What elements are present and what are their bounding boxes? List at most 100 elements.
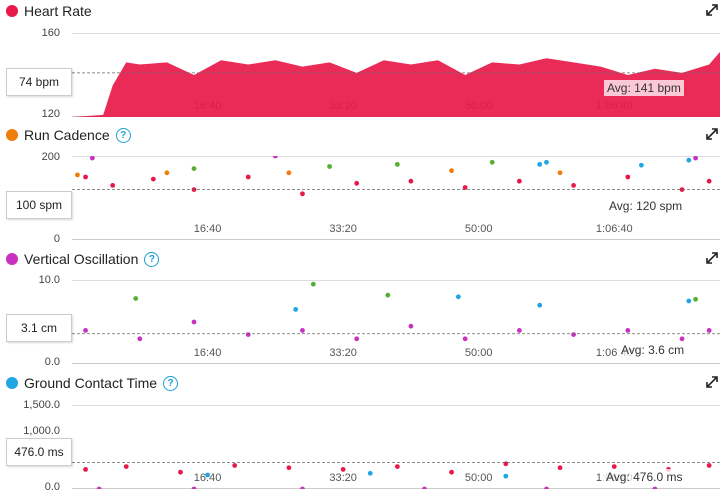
data-point <box>408 323 414 329</box>
heart-rate-title: Heart Rate <box>6 0 92 22</box>
help-icon[interactable]: ? <box>115 127 131 143</box>
oscillation-ytick-bottom: 0.0 <box>44 356 60 368</box>
hr-current-value: 74 bpm <box>6 68 72 96</box>
oscillation-ytick-top: 10.0 <box>38 274 60 286</box>
data-point <box>150 176 156 182</box>
run-cadence-panel: Run Cadence ? 200 0 16:40 33:20 50:00 1:06:… <box>0 124 728 248</box>
run-cadence-title-text: Run Cadence <box>24 127 110 143</box>
data-point <box>625 174 631 180</box>
data-point <box>693 296 698 302</box>
vertical-oscillation-panel: Vertical Oscillation ? 10.0 0.0 16:40 33:… <box>0 248 728 372</box>
hr-ytick-top: 160 <box>41 27 60 39</box>
data-point <box>557 465 563 471</box>
vertical-oscillation-plot[interactable]: 16:40 33:20 50:00 1:06:40 <box>72 280 720 364</box>
x-tick-label: 50:00 <box>465 223 493 235</box>
data-point <box>83 174 88 180</box>
data-point <box>354 180 360 186</box>
vertical-oscillation-dot-icon <box>6 253 18 265</box>
data-point <box>503 473 509 479</box>
expand-icon[interactable] <box>706 376 718 388</box>
data-point <box>286 465 292 471</box>
data-point <box>367 470 373 476</box>
data-point <box>191 486 197 489</box>
data-point <box>164 170 170 176</box>
data-point <box>89 156 95 161</box>
data-point <box>75 172 80 178</box>
data-point <box>272 156 278 159</box>
data-point <box>137 336 143 342</box>
data-point <box>385 292 391 298</box>
run-cadence-dot-icon <box>6 129 18 141</box>
data-point <box>394 162 400 167</box>
data-point <box>611 464 617 469</box>
data-point <box>178 469 183 475</box>
data-point <box>462 185 468 190</box>
data-point <box>232 463 238 468</box>
data-point <box>544 486 549 489</box>
data-point <box>422 486 427 489</box>
ground-contact-time-title-text: Ground Contact Time <box>24 375 158 391</box>
gct-ytick-bottom: 0.0 <box>44 481 60 493</box>
data-point <box>300 328 305 333</box>
data-point <box>652 486 658 489</box>
cadence-current-value: 100 spm <box>6 191 72 219</box>
data-point <box>557 170 563 176</box>
data-point <box>354 336 360 342</box>
data-point <box>537 302 543 308</box>
data-point <box>83 328 88 333</box>
data-point <box>191 166 197 171</box>
heart-rate-panel: Heart Rate 160 120 16:4033:2050:001:06:4… <box>0 0 728 124</box>
data-point <box>686 157 692 163</box>
data-point <box>706 178 712 184</box>
hr-avg-label: Avg: 141 bpm <box>604 80 684 96</box>
cadence-ytick-top: 200 <box>41 151 60 163</box>
data-point <box>449 168 454 174</box>
data-point <box>686 298 692 304</box>
data-point <box>96 486 102 489</box>
cadence-avg-label: Avg: 120 spm <box>606 198 686 214</box>
data-point <box>462 336 468 342</box>
data-point <box>245 174 251 180</box>
data-point <box>300 191 305 197</box>
data-point <box>340 467 346 472</box>
oscillation-avg-label: Avg: 3.6 cm <box>618 342 688 358</box>
data-point <box>679 336 685 342</box>
oscillation-current-value: 3.1 cm <box>6 314 72 342</box>
data-point <box>293 307 299 312</box>
data-point <box>245 332 251 337</box>
vertical-oscillation-title-text: Vertical Oscillation <box>24 251 139 267</box>
data-point <box>537 162 543 167</box>
data-point <box>571 183 576 188</box>
data-point <box>205 472 210 478</box>
data-point <box>516 178 522 184</box>
vertical-oscillation-title: Vertical Oscillation ? <box>6 248 160 270</box>
data-point <box>489 159 495 165</box>
help-icon[interactable]: ? <box>144 251 160 267</box>
expand-icon[interactable] <box>706 128 718 140</box>
heart-rate-dot-icon <box>6 5 18 17</box>
data-point <box>544 159 549 165</box>
run-cadence-plot[interactable]: 16:40 33:20 50:00 1:06:40 <box>72 156 720 240</box>
expand-icon[interactable] <box>706 252 718 264</box>
heart-rate-area <box>72 51 720 117</box>
ground-contact-time-dot-icon <box>6 377 18 389</box>
data-point <box>571 332 576 337</box>
gct-current-value: 476.0 ms <box>6 438 72 466</box>
data-point <box>516 328 522 333</box>
data-point <box>286 170 292 176</box>
x-tick-label: 33:20 <box>329 347 357 359</box>
expand-icon[interactable] <box>706 4 718 16</box>
cadence-ytick-bottom: 0 <box>53 233 60 245</box>
data-point <box>327 164 332 169</box>
hr-ytick-bottom: 120 <box>41 108 60 120</box>
ground-contact-time-panel: Ground Contact Time ? 1,500.0 1,000.0 0.… <box>0 372 728 497</box>
gct-ytick-top: 1,500.0 <box>23 399 60 411</box>
ground-contact-time-title: Ground Contact Time ? <box>6 372 179 394</box>
x-tick-label: 16:40 <box>194 472 222 484</box>
data-point <box>300 486 305 489</box>
help-icon[interactable]: ? <box>163 375 179 391</box>
data-point <box>394 464 400 469</box>
x-tick-label: 33:20 <box>329 223 357 235</box>
gct-avg-label: Avg: 476.0 ms <box>603 469 686 485</box>
